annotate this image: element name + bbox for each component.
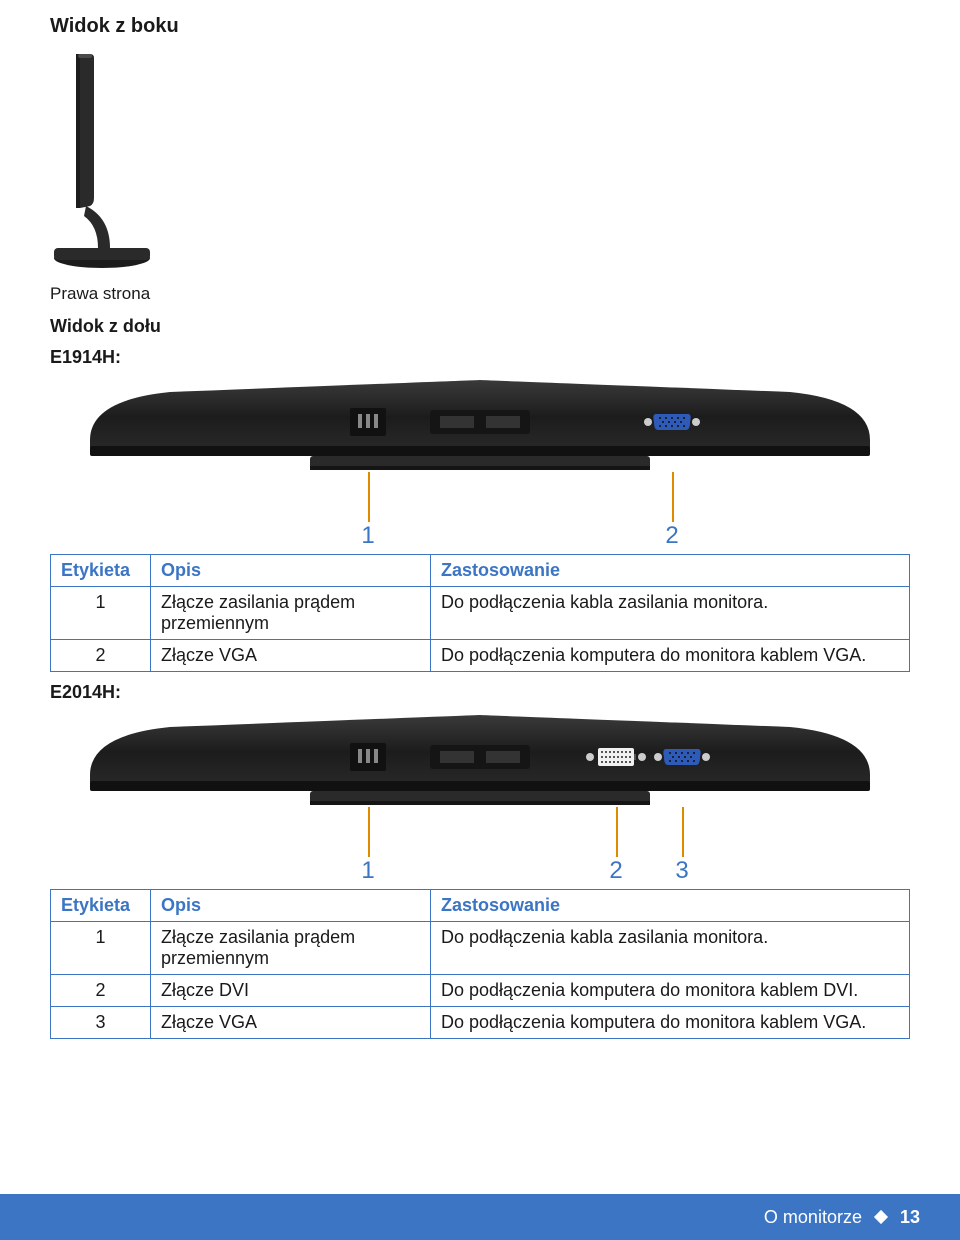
footer-diamond-icon: [874, 1210, 888, 1224]
table-row: 3 Złącze VGA Do podłączenia komputera do…: [51, 1007, 910, 1039]
table-row: 1 Złącze zasilania prądem przemiennym Do…: [51, 587, 910, 640]
diagram-bottom-e1914h: 1 2: [50, 380, 910, 552]
table-e1914h: Etykieta Opis Zastosowanie 1 Złącze zasi…: [50, 554, 910, 672]
heading-bottom-view: Widok z dołu: [50, 316, 910, 337]
th-desc: Opis: [151, 555, 431, 587]
callout-num: 2: [609, 857, 622, 885]
table-row: 2 Złącze VGA Do podłączenia komputera do…: [51, 640, 910, 672]
footer-bar: O monitorze 13: [0, 1194, 960, 1240]
heading-model2: E2014H:: [50, 682, 910, 703]
th-label: Etykieta: [51, 555, 151, 587]
th-use: Zastosowanie: [431, 555, 910, 587]
caption-side: Prawa strona: [50, 284, 910, 304]
callout-num: 1: [361, 857, 374, 885]
heading-model1: E1914H:: [50, 347, 910, 368]
callouts-e1914h: 1 2: [50, 472, 910, 552]
table-row: 2 Złącze DVI Do podłączenia komputera do…: [51, 975, 910, 1007]
footer-section: O monitorze: [764, 1207, 862, 1228]
callout-num: 3: [675, 857, 688, 885]
heading-side-view: Widok z boku: [50, 15, 910, 38]
table-e2014h: Etykieta Opis Zastosowanie 1 Złącze zasi…: [50, 889, 910, 1039]
callout-num: 2: [665, 522, 678, 550]
th-label: Etykieta: [51, 890, 151, 922]
table-row: 1 Złącze zasilania prądem przemiennym Do…: [51, 922, 910, 975]
diagram-bottom-e2014h: 1 2 3: [50, 715, 910, 887]
th-use: Zastosowanie: [431, 890, 910, 922]
footer-page: 13: [900, 1207, 920, 1228]
diagram-side-view: [50, 48, 180, 278]
callouts-e2014h: 1 2 3: [50, 807, 910, 887]
callout-num: 1: [361, 522, 374, 550]
th-desc: Opis: [151, 890, 431, 922]
